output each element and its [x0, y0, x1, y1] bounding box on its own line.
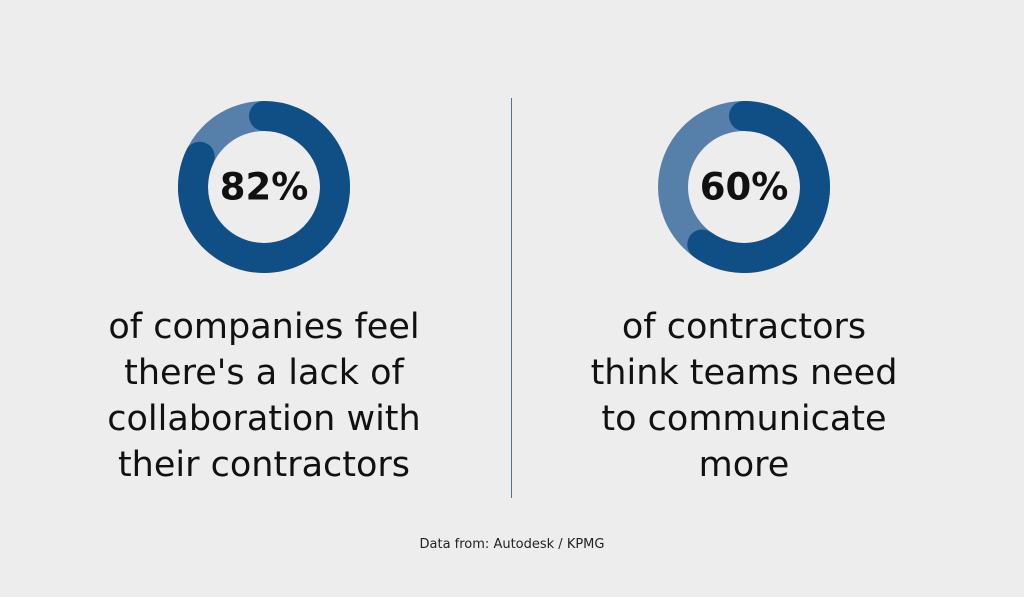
caption-line: their contractors: [117, 445, 411, 485]
donut-chart-svg: 82%: [178, 101, 350, 273]
donut-percent-label: 82%: [220, 166, 309, 209]
caption-line: collaboration with: [107, 399, 421, 439]
caption-line: there's a lack of: [124, 353, 404, 393]
donut-percent-label: 60%: [700, 166, 789, 209]
stat-panel-left: 82% of companies feel there's a lack of …: [64, 101, 464, 488]
donut-chart: 82%: [178, 101, 350, 273]
caption-line: of companies feel: [108, 307, 420, 347]
stat-caption: of companies feel there's a lack of coll…: [64, 304, 464, 488]
stat-panel-right: 60% of contractors think teams need to c…: [512, 0, 1024, 597]
donut-value-arc: [178, 101, 350, 273]
caption-line: of contractors: [621, 307, 867, 347]
caption-line: think teams need: [590, 353, 898, 393]
stat-caption: of contractors think teams need to commu…: [544, 304, 944, 488]
vertical-divider: [511, 98, 512, 498]
caption-line: to communicate: [601, 399, 887, 439]
caption-line: more: [698, 445, 790, 485]
donut-chart-svg: 60%: [658, 101, 830, 273]
data-source-note: Data from: Autodesk / KPMG: [419, 537, 605, 552]
donut-chart: 60%: [658, 101, 830, 273]
donut-value-arc: [687, 101, 830, 273]
